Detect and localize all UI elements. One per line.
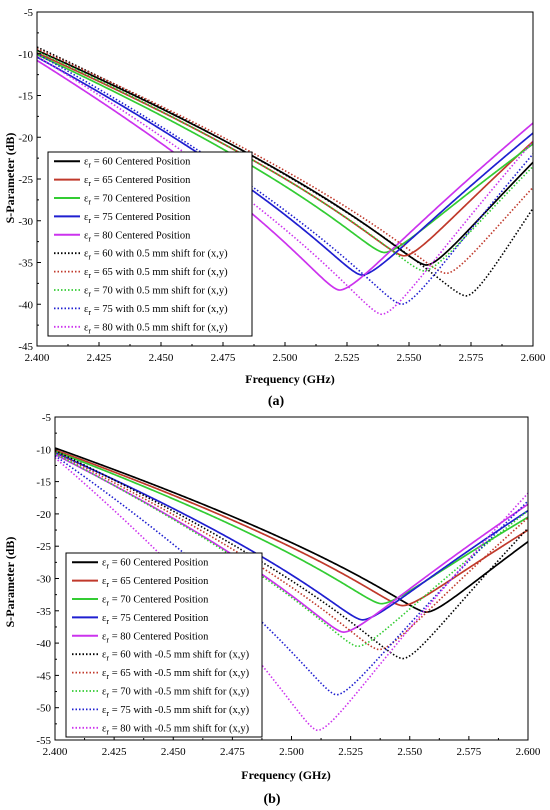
y-tick-label: -45 — [18, 341, 33, 353]
y-tick-label: -25 — [36, 541, 51, 553]
y-tick-label: -20 — [18, 132, 33, 144]
y-tick-label: -50 — [36, 703, 51, 715]
panel-a: 2.400 2.425 2.450 2.475 2.500 2.525 2.550 2.575… — [3, 7, 546, 409]
y-tick-label: -15 — [18, 91, 33, 103]
y-tick-label: -25 — [18, 174, 33, 186]
series-line-5 — [37, 59, 533, 291]
legend-label-10: εr = 80 with -0.5 mm shift for (x,y) — [102, 723, 250, 736]
x-tick-label: 2.475 — [220, 746, 245, 758]
y-tick-label: -15 — [36, 477, 51, 489]
legend-label-4: εr = 75 Centered Position — [102, 613, 209, 626]
series-line-4 — [55, 451, 528, 621]
panel-b-label: (b) — [263, 792, 280, 807]
legend-label-4: εr = 75 Centered Position — [84, 212, 191, 225]
plot-a-area: 2.400 2.425 2.450 2.475 2.500 2.525 2.550 2.575… — [18, 7, 546, 364]
x-tick-label: 2.550 — [397, 352, 422, 364]
panel-a-label: (a) — [268, 394, 285, 409]
legend-label-2: εr = 65 Centered Position — [84, 175, 191, 188]
series-line-4 — [37, 56, 533, 276]
series-line-2 — [55, 449, 528, 607]
x-tick-label: 2.500 — [279, 746, 304, 758]
x-tick-label: 2.550 — [397, 746, 422, 758]
y-tick-label: -5 — [24, 7, 34, 19]
y-tick-label: -45 — [36, 670, 51, 682]
panel-b-ylabel: S-Parameter (dB) — [3, 537, 17, 628]
x-tick-label: 2.600 — [521, 352, 546, 364]
x-tick-label: 2.425 — [87, 352, 112, 364]
series-line-6 — [55, 449, 528, 660]
y-tick-label: -10 — [18, 49, 33, 61]
x-tick-label: 2.475 — [211, 352, 236, 364]
legend-label-1: εr = 60 Centered Position — [102, 558, 209, 571]
legend-label-2: εr = 65 Centered Position — [102, 576, 209, 589]
plot-b-area: 2.400 2.425 2.450 2.475 2.500 2.525 2.550 2.575… — [36, 412, 541, 758]
y-tick-label: -35 — [18, 258, 33, 270]
series-line-3 — [37, 53, 533, 254]
series-line-9 — [37, 53, 533, 306]
series-line-8 — [37, 50, 533, 272]
series-group — [37, 46, 533, 316]
legend-label-5: εr = 80 Centered Position — [102, 631, 209, 644]
series-group — [55, 447, 528, 732]
legend-box — [65, 552, 263, 738]
y-tick-label: -35 — [36, 606, 51, 618]
legend-label-5: εr = 80 Centered Position — [84, 230, 191, 243]
x-tick-label: 2.425 — [102, 746, 127, 758]
series-line-7 — [55, 451, 528, 651]
series-line-10 — [55, 457, 528, 732]
legend-label-8: εr = 70 with -0.5 mm shift for (x,y) — [102, 687, 250, 700]
series-line-8 — [55, 453, 528, 648]
x-tick-label: 2.400 — [43, 746, 68, 758]
y-tick-label: -30 — [36, 574, 51, 586]
series-line-1 — [55, 447, 528, 613]
series-line-1 — [37, 49, 533, 266]
x-tick-label: 2.500 — [273, 352, 298, 364]
legend-label-7: εr = 65 with -0.5 mm shift for (x,y) — [102, 668, 250, 681]
series-line-6 — [37, 46, 533, 297]
series-line-5 — [55, 453, 528, 633]
legend-label-1: εr = 60 Centered Position — [84, 157, 191, 170]
x-tick-label: 2.575 — [459, 352, 484, 364]
x-tick-label: 2.600 — [516, 746, 541, 758]
legend-label-9: εr = 75 with 0.5 mm shift for (x,y) — [84, 304, 228, 317]
x-tick-label: 2.450 — [161, 746, 186, 758]
legend-label-9: εr = 75 with -0.5 mm shift for (x,y) — [102, 705, 250, 718]
y-tick-label: -20 — [36, 509, 51, 521]
legend-box — [47, 151, 253, 337]
y-tick-label: -55 — [36, 735, 51, 747]
legend: εr = 60 Centered Position εr = 65 Centere… — [65, 552, 263, 738]
y-tick-label: -5 — [42, 412, 52, 424]
panel-a-ylabel: S-Parameter (dB) — [3, 133, 17, 224]
legend-label-7: εr = 65 with 0.5 mm shift for (x,y) — [84, 267, 228, 280]
panel-b: 2.400 2.425 2.450 2.475 2.500 2.525 2.550 2.575… — [3, 412, 541, 807]
series-line-3 — [55, 450, 528, 605]
panel-a-xlabel: Frequency (GHz) — [245, 372, 334, 386]
legend-label-6: εr = 60 with 0.5 mm shift for (x,y) — [84, 249, 228, 262]
legend-label-3: εr = 70 Centered Position — [84, 194, 191, 207]
x-tick-label: 2.450 — [149, 352, 174, 364]
y-tick-label: -40 — [36, 638, 51, 650]
panel-b-xlabel: Frequency (GHz) — [241, 768, 330, 782]
x-tick-label: 2.575 — [457, 746, 482, 758]
legend: εr = 60 Centered Position εr = 65 Centere… — [47, 151, 253, 337]
legend-label-8: εr = 70 with 0.5 mm shift for (x,y) — [84, 286, 228, 299]
x-tick-label: 2.400 — [25, 352, 50, 364]
legend-label-6: εr = 60 with -0.5 mm shift for (x,y) — [102, 650, 250, 663]
x-tick-label: 2.525 — [338, 746, 363, 758]
y-tick-label: -10 — [36, 444, 51, 456]
y-tick-label: -40 — [18, 299, 33, 311]
x-tick-label: 2.525 — [335, 352, 360, 364]
legend-label-3: εr = 70 Centered Position — [102, 595, 209, 608]
y-tick-label: -30 — [18, 216, 33, 228]
legend-label-10: εr = 80 with 0.5 mm shift for (x,y) — [84, 322, 228, 335]
